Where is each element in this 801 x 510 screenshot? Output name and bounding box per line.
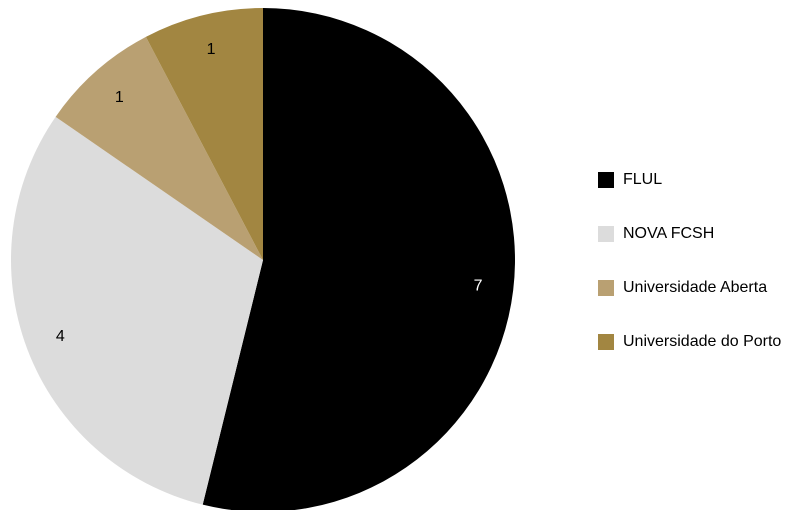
pie-slice <box>202 8 515 510</box>
data-label: 7 <box>474 277 483 294</box>
legend-label: Universidade Aberta <box>623 279 767 296</box>
legend-swatch <box>598 226 614 242</box>
legend-swatch <box>598 172 614 188</box>
legend-swatch <box>598 280 614 296</box>
data-label: 1 <box>115 89 124 106</box>
legend-label: NOVA FCSH <box>623 225 714 242</box>
pie-slice <box>55 36 264 260</box>
legend-swatch <box>598 334 614 350</box>
data-label: 1 <box>207 41 216 58</box>
pie-slice <box>10 116 264 505</box>
pie-slice <box>145 8 263 260</box>
legend-label: Universidade do Porto <box>623 333 781 350</box>
data-label: 4 <box>56 328 65 345</box>
legend-label: FLUL <box>623 171 662 188</box>
